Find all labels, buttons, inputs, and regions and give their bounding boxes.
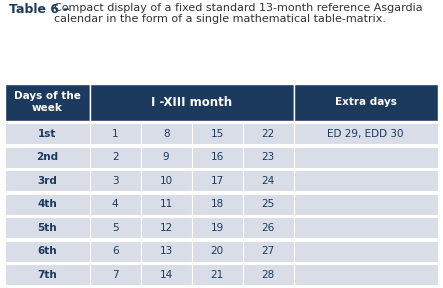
Bar <box>5 240 89 262</box>
Bar <box>243 170 294 191</box>
Text: 1: 1 <box>112 129 118 139</box>
Text: 7th: 7th <box>38 270 57 280</box>
Bar <box>140 170 192 191</box>
Text: 27: 27 <box>261 246 275 256</box>
Text: 9: 9 <box>163 152 170 162</box>
Text: Table 6 –: Table 6 – <box>9 3 74 16</box>
Bar <box>294 123 438 144</box>
Bar <box>89 217 140 238</box>
Bar <box>140 264 192 285</box>
Bar <box>89 84 294 121</box>
Bar <box>5 123 89 144</box>
Text: Days of the
week: Days of the week <box>14 91 81 113</box>
Bar <box>294 194 438 215</box>
Text: 19: 19 <box>210 223 224 233</box>
Bar <box>5 264 89 285</box>
Bar <box>5 170 89 191</box>
Text: 3: 3 <box>112 176 118 186</box>
Text: 20: 20 <box>210 246 224 256</box>
Text: 16: 16 <box>210 152 224 162</box>
Text: 21: 21 <box>210 270 224 280</box>
Text: 4th: 4th <box>38 199 57 209</box>
Text: 23: 23 <box>261 152 275 162</box>
Text: 6: 6 <box>112 246 118 256</box>
Text: 2nd: 2nd <box>36 152 58 162</box>
Text: 15: 15 <box>210 129 224 139</box>
Bar <box>89 170 140 191</box>
Text: 24: 24 <box>261 176 275 186</box>
Text: 17: 17 <box>210 176 224 186</box>
Bar <box>243 240 294 262</box>
Text: 22: 22 <box>261 129 275 139</box>
Text: 11: 11 <box>159 199 173 209</box>
Bar <box>192 147 243 168</box>
Bar <box>5 194 89 215</box>
Text: 5th: 5th <box>38 223 57 233</box>
Bar <box>192 194 243 215</box>
Text: I -XIII month: I -XIII month <box>151 96 232 109</box>
Text: 1st: 1st <box>38 129 57 139</box>
Text: 28: 28 <box>261 270 275 280</box>
Text: 10: 10 <box>159 176 173 186</box>
Text: 25: 25 <box>261 199 275 209</box>
Bar <box>192 240 243 262</box>
Bar <box>89 264 140 285</box>
Text: 5: 5 <box>112 223 118 233</box>
Bar <box>192 170 243 191</box>
Bar <box>89 123 140 144</box>
Text: ED 29, EDD 30: ED 29, EDD 30 <box>327 129 404 139</box>
Bar <box>140 217 192 238</box>
Text: 18: 18 <box>210 199 224 209</box>
Text: 14: 14 <box>159 270 173 280</box>
Bar <box>89 194 140 215</box>
Text: 12: 12 <box>159 223 173 233</box>
Text: 26: 26 <box>261 223 275 233</box>
Text: 8: 8 <box>163 129 170 139</box>
Text: 7: 7 <box>112 270 118 280</box>
Text: 3rd: 3rd <box>38 176 58 186</box>
Bar <box>89 240 140 262</box>
Bar <box>5 147 89 168</box>
Bar <box>243 194 294 215</box>
Bar <box>294 217 438 238</box>
Text: Extra days: Extra days <box>335 97 396 107</box>
Bar <box>140 194 192 215</box>
Text: 13: 13 <box>159 246 173 256</box>
Bar <box>140 123 192 144</box>
Bar <box>192 123 243 144</box>
Bar <box>243 264 294 285</box>
Bar <box>294 84 438 121</box>
Bar <box>243 123 294 144</box>
Bar <box>294 147 438 168</box>
Bar <box>192 217 243 238</box>
Bar <box>294 240 438 262</box>
Bar <box>243 147 294 168</box>
Bar <box>140 240 192 262</box>
Text: Compact display of a fixed standard 13-month reference Asgardia
calendar in the : Compact display of a fixed standard 13-m… <box>54 3 422 24</box>
Bar <box>5 84 89 121</box>
Bar <box>294 264 438 285</box>
Text: 2: 2 <box>112 152 118 162</box>
Bar <box>192 264 243 285</box>
Bar <box>5 217 89 238</box>
Bar <box>140 147 192 168</box>
Bar <box>89 147 140 168</box>
Bar <box>243 217 294 238</box>
Text: 4: 4 <box>112 199 118 209</box>
Bar <box>294 170 438 191</box>
Text: 6th: 6th <box>38 246 57 256</box>
